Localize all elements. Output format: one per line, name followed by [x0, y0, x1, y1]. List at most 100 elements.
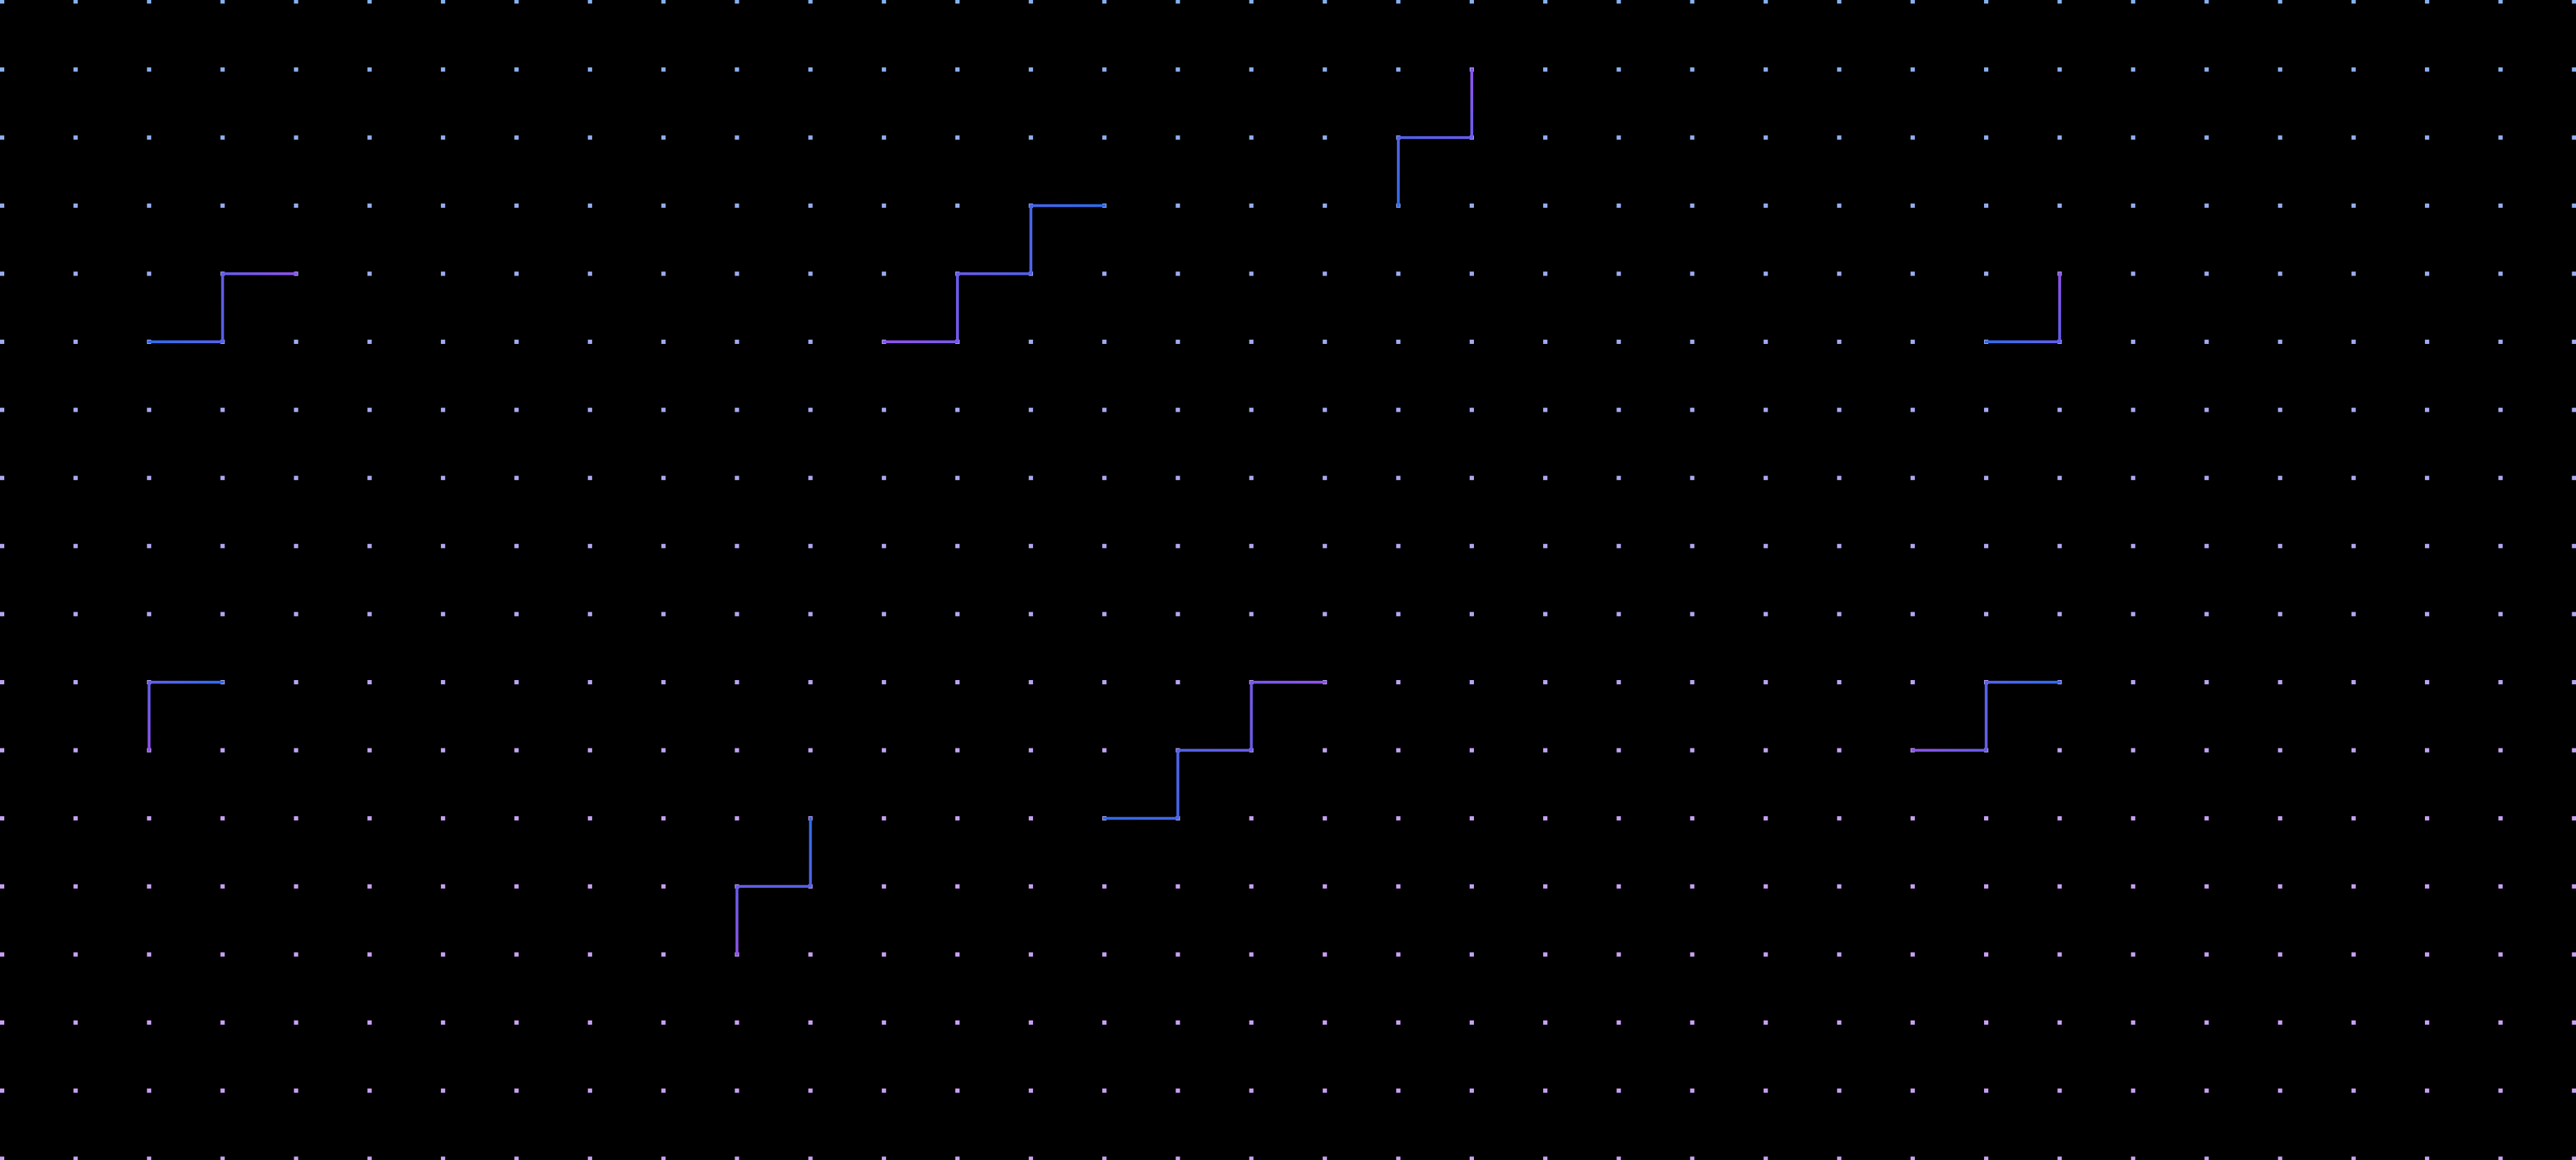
- grid-dot: [1543, 1088, 1548, 1093]
- grid-dot: [1543, 271, 1548, 276]
- grid-dot: [1910, 952, 1915, 957]
- grid-dot: [1470, 271, 1474, 276]
- grid-dot: [2278, 203, 2282, 208]
- grid-dot: [1175, 135, 1180, 140]
- grid-dot: [514, 67, 519, 72]
- grid-dot: [2278, 407, 2282, 412]
- grid-dot: [1249, 476, 1254, 481]
- grid-dot: [0, 476, 4, 481]
- grid-dot: [1616, 340, 1621, 344]
- grid-dot: [2351, 543, 2356, 548]
- grid-dot: [881, 612, 886, 617]
- grid-dot: [2572, 680, 2576, 684]
- grid-dot: [220, 0, 225, 4]
- stroke[interactable]: [1911, 681, 2062, 752]
- grid-dot: [0, 407, 4, 412]
- grid-dot: [514, 1156, 519, 1160]
- grid-dot: [367, 884, 372, 889]
- grid-dot: [220, 476, 225, 481]
- grid-dot: [661, 952, 666, 957]
- grid-dot: [1690, 407, 1695, 412]
- grid-dot: [2424, 271, 2429, 276]
- grid-dot: [1029, 340, 1034, 344]
- grid-dot: [1102, 543, 1107, 548]
- grid-dot: [147, 476, 152, 481]
- grid-dot: [1175, 476, 1180, 481]
- grid-dot: [1175, 1020, 1180, 1025]
- grid-dot: [1102, 952, 1107, 957]
- grid-dot: [1690, 1020, 1695, 1025]
- grid-dot: [1470, 612, 1474, 617]
- grid-dot: [1837, 67, 1842, 72]
- grid-dot: [1102, 271, 1107, 276]
- grid-dot: [1910, 1156, 1915, 1160]
- grid-dot: [2278, 1088, 2282, 1093]
- grid-dot: [1175, 612, 1180, 617]
- grid-dot: [1616, 0, 1621, 4]
- grid-dot: [0, 135, 4, 140]
- grid-dot: [0, 816, 4, 821]
- grid-dot: [955, 476, 960, 481]
- grid-dot: [1763, 407, 1768, 412]
- grid-dot: [1616, 67, 1621, 72]
- stroke[interactable]: [735, 817, 812, 956]
- grid-dot: [2204, 680, 2209, 684]
- stroke[interactable]: [1985, 272, 2062, 343]
- grid-dot: [2278, 952, 2282, 957]
- grid-dot: [1470, 340, 1474, 344]
- stroke[interactable]: [147, 272, 298, 343]
- grid-dot: [1984, 407, 1989, 412]
- grid-dot: [1616, 612, 1621, 617]
- grid-dot: [1249, 407, 1254, 412]
- stroke[interactable]: [147, 681, 224, 752]
- grid-dot: [2131, 476, 2136, 481]
- grid-dot: [147, 884, 152, 889]
- grid-dot: [1470, 1088, 1474, 1093]
- grid-dot: [881, 1088, 886, 1093]
- grid-dot: [881, 1020, 886, 1025]
- grid-dot: [2204, 476, 2209, 481]
- grid-dot: [220, 884, 225, 889]
- grid-dot: [367, 543, 372, 548]
- grid-dot: [2424, 816, 2429, 821]
- grid-dot: [1249, 1156, 1254, 1160]
- grid-dot: [1102, 407, 1107, 412]
- grid-dot: [588, 680, 593, 684]
- grid-dot: [588, 67, 593, 72]
- grid-dot: [661, 67, 666, 72]
- grid-dot: [2351, 407, 2356, 412]
- stroke[interactable]: [1103, 681, 1326, 820]
- grid-dot: [440, 543, 445, 548]
- grid-dot: [2424, 1088, 2429, 1093]
- grid-dot: [440, 0, 445, 4]
- grid-dot: [147, 135, 152, 140]
- grid-dot: [588, 0, 593, 4]
- grid-dot: [2131, 816, 2136, 821]
- grid-dot: [2351, 612, 2356, 617]
- grid-dot: [73, 0, 78, 4]
- grid-dot: [0, 543, 4, 548]
- grid-dot: [1763, 340, 1768, 344]
- grid-dot: [0, 884, 4, 889]
- grid-dot: [1763, 203, 1768, 208]
- grid-dot: [2498, 407, 2503, 412]
- grid-dot: [2057, 1020, 2062, 1025]
- stroke[interactable]: [882, 204, 1106, 343]
- grid-dot: [588, 748, 593, 753]
- grid-dot: [2131, 1088, 2136, 1093]
- grid-dot: [1616, 1156, 1621, 1160]
- grid-dot: [2057, 1088, 2062, 1093]
- grid-dot: [808, 612, 813, 617]
- grid-dot: [2204, 135, 2209, 140]
- grid-dot: [2424, 543, 2429, 548]
- grid-dot: [1837, 1088, 1842, 1093]
- grid-dot: [1175, 67, 1180, 72]
- grid-dot: [1102, 612, 1107, 617]
- grid-dot: [1837, 816, 1842, 821]
- grid-dot: [588, 612, 593, 617]
- stroke[interactable]: [1396, 68, 1473, 207]
- grid-dot: [2131, 340, 2136, 344]
- grid-dot: [2131, 680, 2136, 684]
